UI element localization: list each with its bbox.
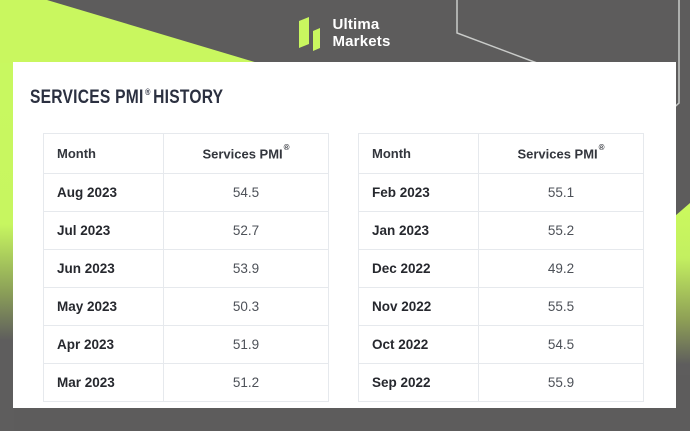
registered-mark: ® [283,142,290,152]
pmi-column-header: Services PMI® [478,133,644,174]
pmi-value-cell: 50.3 [163,287,329,326]
pmi-column-header-text: Services PMI [202,146,283,162]
ultima-logo-bars-icon [299,17,321,51]
month-column-header: Month [358,133,479,174]
pmi-table-right: Month Services PMI® Feb 2023 55.1 Jan 20… [358,133,644,402]
month-column-header: Month [43,133,164,174]
pmi-value-cell: 49.2 [478,249,644,288]
table-row: Dec 2022 49.2 [358,249,644,288]
month-cell: Apr 2023 [43,325,164,364]
right-accent-strip [675,203,690,375]
month-cell: Jun 2023 [43,249,164,288]
month-cell: Dec 2022 [358,249,479,288]
logo-line1: Ultima [332,16,380,33]
pmi-value-cell: 52.7 [163,211,329,250]
page-title-suffix: HISTORY [153,86,224,108]
pmi-value-cell: 55.2 [478,211,644,250]
table-row: Sep 2022 55.9 [358,363,644,402]
month-cell: Nov 2022 [358,287,479,326]
month-cell: Aug 2023 [43,173,164,212]
month-cell: Oct 2022 [358,325,479,364]
table-row: Apr 2023 51.9 [43,325,329,364]
pmi-column-header: Services PMI® [163,133,329,174]
page-title-main: SERVICES PMI [30,86,144,108]
month-cell: Feb 2023 [358,173,479,212]
pmi-table-left: Month Services PMI® Aug 2023 54.5 Jul 20… [43,133,329,402]
registered-mark: ® [145,86,151,97]
pmi-value-cell: 51.2 [163,363,329,402]
registered-mark: ® [598,142,605,152]
table-row: Nov 2022 55.5 [358,287,644,326]
table-row: Feb 2023 55.1 [358,173,644,212]
pmi-column-header-text: Services PMI [517,146,598,162]
table-row: Jun 2023 53.9 [43,249,329,288]
table-row: Aug 2023 54.5 [43,173,329,212]
pmi-value-cell: 55.5 [478,287,644,326]
table-header-row: Month Services PMI® [43,133,329,174]
month-cell: Jul 2023 [43,211,164,250]
month-cell: Mar 2023 [43,363,164,402]
pmi-value-cell: 55.9 [478,363,644,402]
pmi-value-cell: 55.1 [478,173,644,212]
pmi-value-cell: 53.9 [163,249,329,288]
month-cell: Sep 2022 [358,363,479,402]
month-cell: Jan 2023 [358,211,479,250]
table-header-row: Month Services PMI® [358,133,644,174]
content-card: SERVICES PMI ® HISTORY Month Services PMI® [13,62,676,408]
table-row: Oct 2022 54.5 [358,325,644,364]
tables-row: Month Services PMI® Aug 2023 54.5 Jul 20… [43,133,644,402]
page-title: SERVICES PMI ® HISTORY [30,86,223,109]
table-row: May 2023 50.3 [43,287,329,326]
pmi-value-cell: 51.9 [163,325,329,364]
pmi-value-cell: 54.5 [478,325,644,364]
table-row: Jan 2023 55.2 [358,211,644,250]
pmi-value-cell: 54.5 [163,173,329,212]
table-row: Mar 2023 51.2 [43,363,329,402]
logo-line2: Markets [332,33,391,50]
left-accent-strip [0,0,14,431]
logo-wordmark: Ultima Markets [332,16,390,50]
month-cell: May 2023 [43,287,164,326]
ultima-markets-logo: Ultima Markets [0,13,690,53]
table-row: Jul 2023 52.7 [43,211,329,250]
